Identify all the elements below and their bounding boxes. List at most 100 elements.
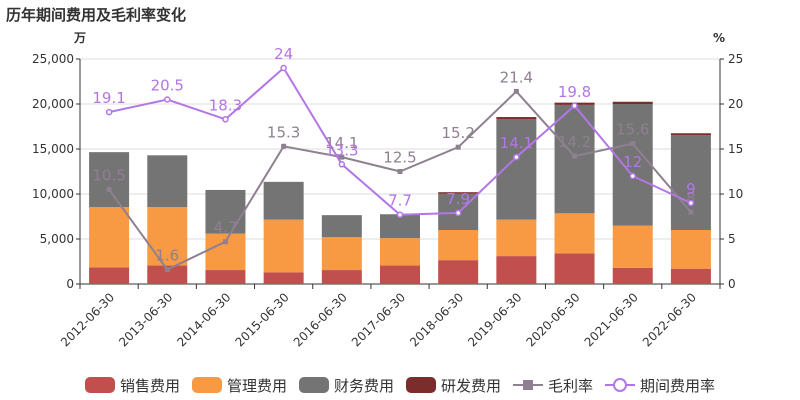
y-left-tick-label: 25,000 bbox=[32, 52, 74, 66]
data-label: 12 bbox=[623, 153, 642, 171]
bar-segment bbox=[554, 253, 595, 284]
bar-segment bbox=[147, 207, 188, 266]
x-tick-label: 2012-06-30 bbox=[58, 290, 117, 349]
legend-label: 销售费用 bbox=[120, 377, 180, 395]
legend-marker bbox=[613, 378, 627, 392]
data-point bbox=[222, 116, 229, 123]
data-point bbox=[164, 96, 171, 103]
bar-segment bbox=[147, 265, 188, 284]
data-point bbox=[687, 199, 695, 207]
bar-segment bbox=[380, 238, 420, 266]
bar-segment bbox=[612, 104, 653, 226]
bar-segment bbox=[321, 215, 362, 238]
data-point bbox=[513, 88, 519, 94]
data-point bbox=[571, 102, 578, 110]
data-point bbox=[455, 144, 461, 150]
y-right-tick-label: 15 bbox=[728, 142, 743, 156]
y-right-tick-label: 10 bbox=[728, 187, 743, 201]
bar-segment bbox=[438, 260, 479, 284]
data-point bbox=[396, 211, 404, 218]
data-point bbox=[397, 169, 403, 174]
legend-swatch bbox=[406, 377, 436, 393]
bar-segment bbox=[147, 155, 188, 208]
data-label: 24 bbox=[274, 45, 293, 63]
bar-segment bbox=[263, 272, 304, 284]
data-label: 4.7 bbox=[214, 219, 238, 237]
data-label: 14.1 bbox=[500, 134, 533, 152]
data-label: 19.1 bbox=[92, 89, 125, 107]
bar-segment bbox=[496, 117, 537, 120]
data-point bbox=[339, 154, 345, 160]
y-left-unit: 万 bbox=[73, 31, 86, 45]
data-point bbox=[688, 209, 694, 215]
bar-segment bbox=[554, 213, 595, 254]
x-tick-label: 2015-06-30 bbox=[233, 290, 292, 349]
bar-segment bbox=[321, 237, 362, 271]
bar-segment bbox=[612, 225, 653, 268]
y-right-tick-label: 20 bbox=[728, 97, 743, 111]
legend-label: 毛利率 bbox=[548, 377, 593, 395]
bar-segment bbox=[670, 268, 711, 284]
legend-swatch bbox=[299, 377, 329, 393]
data-label: 20.5 bbox=[151, 77, 184, 95]
bar-segment bbox=[89, 152, 130, 208]
bar-segment bbox=[612, 267, 653, 284]
data-point bbox=[454, 209, 462, 217]
data-point bbox=[280, 64, 287, 72]
data-label: 14.2 bbox=[558, 133, 591, 151]
y-left-tick-label: 10,000 bbox=[32, 187, 74, 201]
data-label: 7.7 bbox=[388, 192, 412, 210]
bar-segment bbox=[612, 101, 653, 104]
data-label: 13.3 bbox=[325, 141, 358, 159]
data-label: 15.6 bbox=[616, 121, 649, 139]
x-tick-label: 2019-06-30 bbox=[465, 290, 524, 349]
y-left-tick-label: 20,000 bbox=[32, 97, 74, 111]
bar-segment bbox=[438, 192, 479, 194]
y-right-unit: % bbox=[713, 31, 725, 45]
y-right-tick-label: 0 bbox=[728, 277, 736, 291]
data-label: 8 bbox=[686, 189, 696, 207]
bar-segment bbox=[205, 270, 246, 284]
y-left-tick-label: 0 bbox=[66, 277, 74, 291]
bar-segment bbox=[263, 219, 304, 273]
legend-label: 期间费用率 bbox=[640, 377, 715, 395]
x-tick-label: 2020-06-30 bbox=[523, 290, 582, 349]
data-point bbox=[629, 172, 636, 180]
bar-segment bbox=[496, 219, 537, 257]
legend-swatch bbox=[192, 377, 222, 393]
data-label: 19.8 bbox=[558, 83, 591, 101]
bar-segment bbox=[380, 265, 420, 284]
bar-segment bbox=[321, 270, 362, 284]
x-tick-label: 2021-06-30 bbox=[582, 290, 641, 349]
data-point bbox=[281, 143, 287, 149]
x-tick-label: 2018-06-30 bbox=[407, 290, 466, 349]
data-label: 10.5 bbox=[92, 167, 125, 185]
y-right-tick-label: 25 bbox=[728, 52, 743, 66]
x-tick-label: 2014-06-30 bbox=[174, 290, 233, 349]
y-right-tick-label: 5 bbox=[728, 232, 736, 246]
legend-marker bbox=[523, 380, 533, 390]
y-left-tick-label: 5,000 bbox=[40, 232, 74, 246]
data-point bbox=[105, 108, 113, 116]
y-left-tick-label: 15,000 bbox=[32, 142, 74, 156]
bar-segment bbox=[89, 267, 130, 284]
data-label: 14.1 bbox=[325, 134, 358, 152]
bar-segment bbox=[380, 214, 420, 239]
data-point bbox=[338, 161, 346, 168]
x-tick-label: 2013-06-30 bbox=[116, 290, 175, 349]
data-point bbox=[106, 187, 112, 192]
legend-label: 研发费用 bbox=[441, 377, 501, 395]
data-label: 15.2 bbox=[441, 124, 474, 142]
bar-segment bbox=[496, 256, 537, 284]
chart-title: 历年期间费用及毛利率变化 bbox=[6, 6, 187, 24]
data-point bbox=[513, 153, 520, 161]
bar-segment bbox=[263, 181, 304, 220]
data-label: 18.3 bbox=[209, 96, 242, 114]
legend-label: 管理费用 bbox=[227, 377, 287, 395]
bar-segment bbox=[205, 189, 246, 234]
data-point bbox=[164, 267, 170, 273]
x-tick-label: 2016-06-30 bbox=[291, 290, 350, 349]
data-point bbox=[630, 141, 636, 147]
data-label: 12.5 bbox=[383, 149, 416, 167]
